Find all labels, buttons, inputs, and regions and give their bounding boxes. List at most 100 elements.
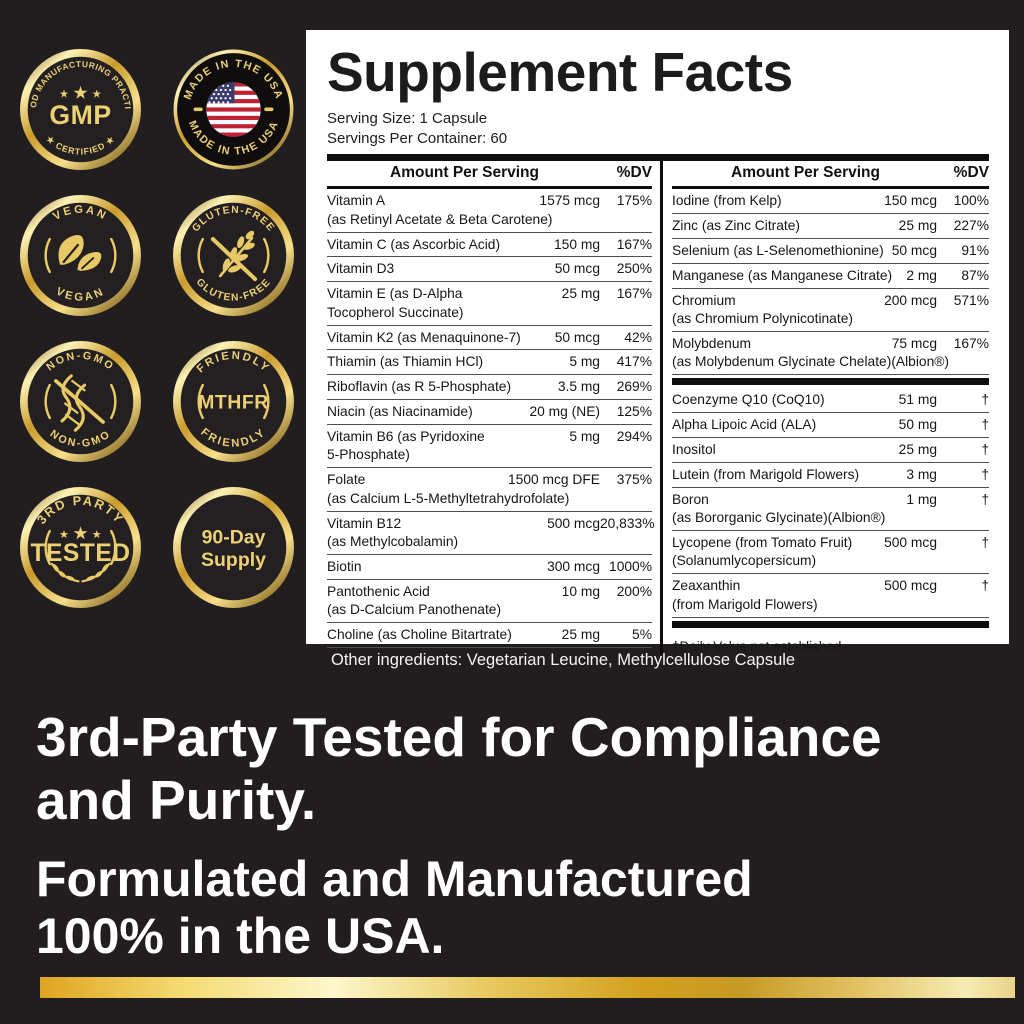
nutrient-amt: 51 mg — [898, 392, 937, 408]
nutrient-subtext: (from Marigold Flowers) — [672, 596, 818, 612]
nutrient-name: Thiamin (as Thiamin HCl) — [327, 354, 484, 370]
nutrient-name: Boron — [672, 491, 709, 507]
nutrient-name: Vitamin B12 — [327, 515, 402, 531]
nutrient-amt: 25 mg — [561, 626, 600, 642]
nutrient-dv: 167% — [953, 336, 989, 352]
nutrient-amt: 500 mcg — [884, 535, 937, 551]
nutrient-subtext: (as Bororganic Glycinate)(Albion®) — [672, 510, 886, 526]
nutrient-amt: 25 mg — [898, 442, 937, 458]
nutrient-row: Folate 1500 mcg DFE 375% (as Calcium L-5-Me… — [327, 468, 652, 512]
nutrient-row: Vitamin D3 50 mcg 250% — [327, 257, 652, 283]
panel-title: Supplement Facts — [327, 41, 793, 103]
nutrient-subtext: (Solanumlycopersicum) — [672, 553, 817, 569]
nutrient-row: Thiamin (as Thiamin HCl) 5 mg 417% — [327, 350, 652, 376]
nutrient-dv: 20,833% — [600, 515, 655, 531]
nutrient-dv: 167% — [616, 236, 652, 252]
nutrient-amt: 300 mcg — [547, 558, 600, 574]
svg-text:★: ★ — [74, 85, 88, 102]
svg-text:GMP: GMP — [49, 100, 111, 130]
other-ingredients: Other ingredients: Vegetarian Leucine, M… — [331, 651, 796, 669]
svg-text:90-Day: 90-Day — [202, 526, 266, 548]
svg-text:★: ★ — [74, 525, 88, 542]
nutrient-amt: 50 mcg — [891, 243, 937, 259]
section-divider-bar — [672, 620, 989, 628]
nutrient-amt: 1 mg — [906, 491, 937, 507]
nutrient-row: Zeaxanthin 500 mcg † (from Marigold Flowers… — [672, 574, 989, 618]
nutrient-subtext: (as Molybdenum Glycinate Chelate)(Albion… — [672, 354, 950, 370]
nutrient-row: Alpha Lipoic Acid (ALA) 50 mg † — [672, 413, 989, 439]
nutrient-row: Inositol 25 mg † — [672, 438, 989, 463]
nutrient-row: Pantothenic Acid 10 mg 200% (as D-Calcium P… — [327, 580, 652, 623]
supplement-facts-panel: Supplement Facts Serving Size: 1 Capsule… — [306, 30, 1009, 654]
nutrient-name: Vitamin C (as Ascorbic Acid) — [327, 236, 501, 252]
nutrient-name: Zeaxanthin — [672, 578, 741, 594]
nutrient-dv: 125% — [616, 404, 652, 420]
nutrient-row: Manganese (as Manganese Citrate) 2 mg 87% — [672, 264, 989, 289]
nutrient-row: Chromium 200 mcg 571% (as Chromium Polynico… — [672, 289, 989, 333]
nutrient-amt: 150 mg — [553, 236, 600, 252]
nutrient-name: Chromium — [672, 292, 736, 308]
nutrient-subtext: 5-Phosphate) — [327, 447, 410, 463]
nutrient-name: Niacin (as Niacinamide) — [327, 404, 473, 420]
nutrient-dv: 100% — [953, 193, 989, 209]
svg-text:Supply: Supply — [201, 549, 266, 571]
nutrient-name: Molybdenum — [672, 336, 751, 352]
nutrient-row: Niacin (as Niacinamide) 20 mg (NE) 125% — [327, 400, 652, 426]
svg-text:VEGAN: VEGAN — [54, 286, 107, 304]
badge-column: GOOD MANUFACTURING PRACTICE★ CERTIFIED ★… — [19, 48, 295, 609]
nutrient-amt: 50 mcg — [554, 261, 600, 277]
facts-left-column: Amount Per Serving %DV Vitamin A 1575 mcg… — [327, 161, 663, 654]
nutrient-amt: 3 mg — [906, 466, 937, 482]
gmp-certified-badge: GOOD MANUFACTURING PRACTICE★ CERTIFIED ★… — [19, 48, 141, 170]
nutrient-row: Zinc (as Zinc Citrate) 25 mg 227% — [672, 214, 989, 240]
serving-size: Serving Size: 1 Capsule — [327, 110, 488, 128]
svg-text:★: ★ — [60, 529, 69, 540]
column-header: Amount Per Serving %DV — [672, 161, 989, 190]
nutrient-row: Vitamin B12 500 mcg 20,833% (as Methylcobal… — [327, 512, 655, 555]
nutrient-amt: 500 mcg — [547, 515, 600, 531]
nutrient-name: Biotin — [327, 558, 362, 574]
nutrient-amt: 25 mg — [898, 218, 937, 234]
column-header: Amount Per Serving %DV — [327, 161, 652, 190]
nutrient-amt: 5 mg — [569, 429, 600, 445]
nutrient-name: Alpha Lipoic Acid (ALA) — [672, 417, 817, 433]
nutrient-amt: 1575 mcg — [539, 193, 600, 209]
nutrient-dv: 269% — [616, 379, 652, 395]
headline-tested: 3rd-Party Tested for Compliance and Puri… — [36, 706, 882, 832]
nutrient-amt: 150 mcg — [884, 193, 937, 209]
facts-table: Amount Per Serving %DV Vitamin A 1575 mcg… — [327, 161, 989, 654]
nutrient-subtext: (as Chromium Polynicotinate) — [672, 311, 853, 327]
nutrient-dv: 294% — [616, 429, 652, 445]
nutrient-row: Riboflavin (as R 5-Phosphate) 3.5 mg 269% — [327, 375, 652, 401]
dv-header: %DV — [616, 164, 652, 182]
nutrient-name: Coenzyme Q10 (CoQ10) — [672, 392, 825, 408]
nutrient-dv: 200% — [616, 583, 652, 599]
svg-text:★: ★ — [93, 89, 102, 100]
section-divider-bar — [672, 378, 989, 386]
facts-right-column: Amount Per Serving %DV Iodine (from Kelp… — [663, 161, 989, 654]
svg-text:MTHFR: MTHFR — [198, 392, 269, 414]
nutrient-name: Vitamin D3 — [327, 261, 395, 277]
amount-per-serving-header: Amount Per Serving — [390, 164, 539, 182]
nutrient-dv: † — [981, 392, 989, 408]
nutrient-dv: † — [981, 535, 989, 551]
headline-made-in-usa: Formulated and Manufactured 100% in the … — [36, 851, 753, 964]
nutrient-row: Biotin 300 mcg 1000% — [327, 555, 652, 580]
nutrient-dv: 5% — [632, 626, 652, 642]
nutrient-name: Lycopene (from Tomato Fruit) — [672, 535, 853, 551]
nutrient-row: Vitamin C (as Ascorbic Acid) 150 mg 167% — [327, 233, 652, 258]
nutrient-dv: 1000% — [609, 558, 652, 574]
nutrient-name: Vitamin B6 (as Pyridoxine — [327, 429, 485, 445]
nutrient-dv: 91% — [961, 243, 989, 259]
nutrient-amt: 1500 mcg DFE — [507, 472, 600, 488]
nutrient-name: Riboflavin (as R 5-Phosphate) — [327, 379, 512, 395]
nutrient-name: Lutein (from Marigold Flowers) — [672, 466, 860, 482]
nutrient-name: Selenium (as L-Selenomethionine) — [672, 243, 884, 259]
nutrient-amt: 200 mcg — [884, 292, 937, 308]
nutrient-row: Lutein (from Marigold Flowers) 3 mg † — [672, 463, 989, 488]
nutrient-dv: 227% — [953, 218, 989, 234]
